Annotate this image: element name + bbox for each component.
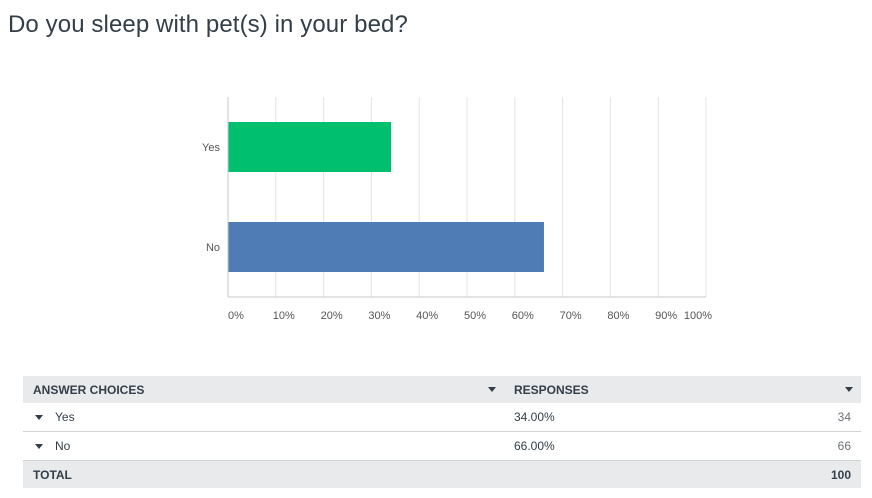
choice-cell[interactable]: No bbox=[23, 431, 504, 461]
x-tick-label: 70% bbox=[560, 310, 582, 322]
bar bbox=[228, 222, 544, 272]
expand-caret-icon[interactable] bbox=[35, 414, 43, 420]
results-table: ANSWER CHOICES RESPONSES Yes 34.00% 34 N… bbox=[23, 376, 861, 488]
x-tick-label: 20% bbox=[321, 310, 343, 322]
count-cell: 66 bbox=[719, 431, 861, 461]
count-cell: 34 bbox=[719, 403, 861, 432]
percent-cell: 34.00% bbox=[504, 403, 720, 432]
x-tick-label: 10% bbox=[273, 310, 295, 322]
x-tick-label: 50% bbox=[464, 310, 486, 322]
answer-choices-header[interactable]: ANSWER CHOICES bbox=[23, 376, 504, 403]
percent-cell: 66.00% bbox=[504, 431, 720, 461]
responses-header-label: RESPONSES bbox=[514, 382, 589, 397]
total-row: TOTAL 100 bbox=[23, 460, 861, 488]
x-tick-label: 80% bbox=[607, 310, 629, 322]
total-label: TOTAL bbox=[23, 460, 504, 488]
sort-caret-icon[interactable] bbox=[488, 387, 496, 392]
category-label: Yes bbox=[202, 142, 220, 154]
x-tick-label: 60% bbox=[512, 310, 534, 322]
sort-caret-icon[interactable] bbox=[845, 387, 853, 392]
total-count: 100 bbox=[719, 460, 861, 488]
x-tick-label: 30% bbox=[368, 310, 390, 322]
bar-chart: 0% 10% 20% 30% 40% 50% 60% 70% 80% 90% 100% Yes No bbox=[202, 97, 712, 322]
table-row: Yes 34.00% 34 bbox=[23, 403, 861, 432]
choice-label: Yes bbox=[55, 410, 75, 424]
expand-caret-icon[interactable] bbox=[35, 443, 43, 449]
table-row: No 66.00% 66 bbox=[23, 431, 861, 461]
x-tick-label: 100% bbox=[684, 310, 712, 322]
choice-cell[interactable]: Yes bbox=[23, 403, 504, 432]
x-tick-label: 40% bbox=[416, 310, 438, 322]
responses-header[interactable]: RESPONSES bbox=[504, 376, 861, 403]
bar bbox=[228, 122, 392, 172]
choice-label: No bbox=[55, 439, 71, 453]
table-header-row: ANSWER CHOICES RESPONSES bbox=[23, 376, 861, 403]
answer-choices-header-label: ANSWER CHOICES bbox=[33, 382, 145, 397]
category-label: No bbox=[206, 242, 220, 254]
question-title: Do you sleep with pet(s) in your bed? bbox=[8, 11, 408, 38]
total-spacer bbox=[504, 460, 720, 488]
x-tick-label: 90% bbox=[655, 310, 677, 322]
x-tick-label: 0% bbox=[228, 310, 244, 322]
